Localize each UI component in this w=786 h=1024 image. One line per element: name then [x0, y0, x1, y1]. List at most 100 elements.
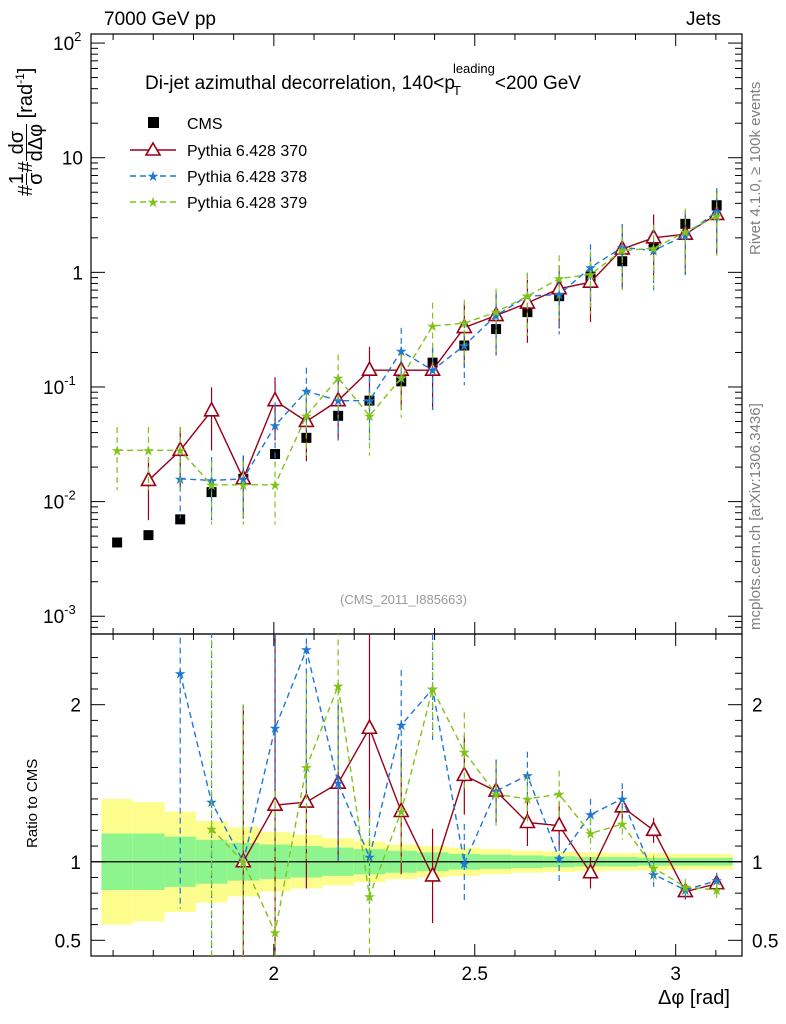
data-point-p379: ★ — [553, 271, 566, 287]
ratio-point-p379: ★ — [237, 854, 250, 870]
data-point-p378: ★ — [269, 418, 282, 434]
ratio-tick-label: 0.5 — [55, 931, 81, 952]
ratio-line-p378 — [179, 647, 717, 891]
ratio-point-p379: ★ — [363, 888, 376, 904]
data-point-p379: ★ — [490, 304, 503, 320]
legend-label-cms: CMS — [187, 116, 223, 133]
ratio-point-p379: ★ — [332, 678, 345, 694]
ratio-point-p379: ★ — [426, 681, 439, 697]
data-point-p379: ★ — [363, 408, 376, 424]
ratio-point-p378: ★ — [363, 849, 376, 865]
legend-marker-cms — [148, 117, 159, 128]
x-tick-label: 2 — [269, 964, 280, 985]
ratio-point-p370 — [645, 820, 662, 837]
legend-label-379: Pythia 6.428 379 — [187, 195, 307, 212]
data-point-p370 — [203, 401, 220, 417]
y-tick-label: 10-3 — [43, 602, 76, 628]
x-tick-label: 2.5 — [462, 964, 488, 985]
data-point-p379: ★ — [237, 477, 250, 493]
legend-marker-370 — [144, 141, 162, 156]
y-tick-label: 10 — [62, 149, 83, 170]
data-point-p379: ★ — [111, 442, 124, 458]
data-point-p379: ★ — [458, 315, 471, 331]
data-point-p378: ★ — [553, 287, 566, 303]
data-point-p378: ★ — [363, 393, 376, 409]
ratio-tick-label-right: 0.5 — [752, 931, 778, 952]
chart-title: Di-jet azimuthal decorrelation, 140<pTle… — [145, 61, 581, 98]
data-point-p379: ★ — [142, 442, 155, 458]
legend-label-378: Pythia 6.428 378 — [187, 169, 307, 186]
series-line-p378 — [180, 210, 718, 482]
ratio-point-p370 — [582, 863, 599, 879]
ratio-plot-frame — [90, 633, 743, 957]
ratio-point-p378: ★ — [174, 665, 187, 681]
data-point-p379: ★ — [679, 224, 692, 240]
data-point-p379: ★ — [332, 370, 345, 386]
data-point-data — [112, 537, 123, 548]
data-point-p379: ★ — [395, 370, 408, 386]
header-right: Jets — [686, 9, 721, 30]
data-point-p378: ★ — [395, 343, 408, 359]
y-tick-label: 102 — [53, 29, 81, 55]
data-point-p378: ★ — [490, 308, 503, 324]
ratio-point-p379: ★ — [553, 786, 566, 802]
ratio-point-p379: ★ — [616, 816, 629, 832]
ratio-point-p378: ★ — [553, 851, 566, 867]
data-point-p379: ★ — [426, 318, 439, 334]
data-point-p378: ★ — [332, 393, 345, 409]
ratio-point-p379: ★ — [710, 882, 723, 898]
title-end: <200 GeV — [495, 73, 581, 94]
ratio-tick-label: 2 — [70, 696, 81, 717]
data-point-p379: ★ — [616, 243, 629, 259]
series-group: ★ ★ ★★★★ ★★★★★★ ★★★ ★★★★ ★ ★★ ★ ★★★★★★ ★★★★ ★★ ★★★★★… — [111, 188, 726, 956]
ratio-tick-label-right: 1 — [752, 853, 763, 874]
data-point-p379: ★ — [174, 442, 187, 458]
ratio-point-p379: ★ — [205, 821, 218, 837]
axes-group: 2 2.5 3 10-3 10-2 10-1 1 10 102 0.5 0.5 1 1 2 2 — [43, 29, 778, 985]
ratio-tick-label: 1 — [70, 853, 81, 874]
ratio-point-p378: ★ — [616, 791, 629, 807]
data-point-p379: ★ — [710, 208, 723, 224]
ratio-point-p379: ★ — [647, 860, 660, 876]
data-point-p379: ★ — [269, 477, 282, 493]
ratio-tick-label-right: 2 — [752, 696, 763, 717]
x-axis-label: Δφ [rad] — [658, 987, 730, 1009]
data-point-data — [175, 514, 186, 525]
ratio-point-p370 — [550, 815, 568, 832]
ratio-point-p378: ★ — [269, 720, 282, 736]
title-sub: T — [453, 83, 461, 98]
y-tick-label: 10-2 — [43, 488, 76, 514]
data-point-p379: ★ — [205, 477, 218, 493]
data-point-p378: ★ — [426, 362, 439, 378]
ratio-point-p379: ★ — [300, 760, 313, 776]
ratio-point-p379: ★ — [269, 924, 282, 940]
ratio-point-p378: ★ — [458, 855, 471, 871]
ratio-point-p378: ★ — [584, 807, 597, 823]
ratio-point-p378: ★ — [647, 866, 660, 882]
ratio-point-p379: ★ — [521, 791, 534, 807]
data-point-p370 — [361, 360, 378, 377]
legend: CMS Pythia 6.428 370 ★ Pythia 6.428 378 … — [130, 116, 307, 212]
header-left: 7000 GeV pp — [104, 9, 216, 30]
ratio-point-p370 — [361, 718, 378, 735]
data-point-data — [143, 530, 154, 541]
legend-label-370: Pythia 6.428 370 — [187, 143, 307, 160]
ratio-point-p379: ★ — [490, 786, 503, 802]
data-point-p379: ★ — [521, 288, 534, 304]
x-tick-label: 3 — [670, 964, 681, 985]
y-tick-label: 10-1 — [43, 373, 76, 399]
ratio-point-p379: ★ — [584, 825, 597, 841]
ratio-point-p378: ★ — [300, 642, 313, 658]
ratio-point-p379: ★ — [679, 879, 692, 895]
data-point-p378: ★ — [237, 471, 250, 487]
data-point-p378: ★ — [710, 203, 723, 219]
series-line-p379 — [117, 215, 718, 486]
ratio-line-p379 — [211, 683, 717, 935]
title-sup: leading — [453, 61, 495, 76]
ratio-point-p378: ★ — [395, 717, 408, 733]
data-point-p379: ★ — [647, 240, 660, 256]
ratio-point-p379: ★ — [395, 803, 408, 819]
ratio-line-p370 — [242, 726, 717, 893]
ratio-point-p378: ★ — [332, 775, 345, 791]
